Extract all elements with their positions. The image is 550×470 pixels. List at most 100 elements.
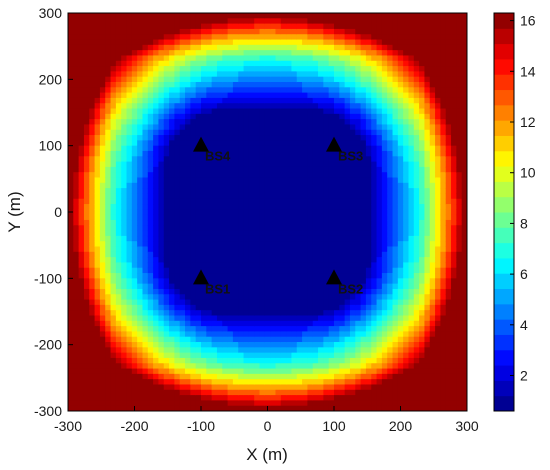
heatmap-cell	[83, 124, 90, 131]
heatmap-cell	[105, 225, 112, 232]
heatmap-cell	[397, 379, 404, 386]
heatmap-cell	[195, 113, 202, 120]
heatmap-cell	[115, 103, 122, 110]
heatmap-cell	[174, 246, 181, 253]
heatmap-cell	[179, 13, 186, 19]
heatmap-cell	[115, 294, 122, 301]
heatmap-cell	[73, 198, 80, 205]
heatmap-cell	[403, 373, 410, 380]
heatmap-cell	[190, 363, 197, 370]
heatmap-cell	[142, 400, 149, 407]
heatmap-cell	[296, 182, 303, 189]
heatmap-cell	[105, 267, 112, 274]
heatmap-cell	[334, 87, 340, 94]
heatmap-cell	[408, 304, 415, 311]
heatmap-cell	[381, 44, 388, 51]
heatmap-cell	[105, 320, 112, 327]
heatmap-cell	[254, 44, 261, 51]
heatmap-cell	[99, 150, 106, 157]
heatmap-cell	[195, 389, 202, 396]
heatmap-cell	[307, 331, 314, 338]
heatmap-cell	[78, 166, 85, 173]
heatmap-cell	[365, 209, 372, 216]
heatmap-cell	[302, 379, 308, 386]
heatmap-cell	[174, 310, 181, 317]
heatmap-cell	[190, 230, 197, 237]
heatmap-cell	[68, 373, 74, 380]
heatmap-cell	[147, 113, 154, 120]
heatmap-cell	[185, 230, 191, 237]
heatmap-cell	[334, 299, 340, 306]
heatmap-cell	[185, 235, 191, 242]
heatmap-cell	[174, 395, 181, 401]
heatmap-cell	[73, 235, 80, 242]
heatmap-cell	[286, 71, 293, 78]
heatmap-cell	[291, 320, 298, 327]
heatmap-cell	[419, 161, 426, 168]
heatmap-cell	[115, 81, 122, 88]
heatmap-cell	[185, 34, 191, 41]
heatmap-cell	[296, 288, 303, 295]
heatmap-cell	[371, 389, 378, 396]
heatmap-cell	[137, 97, 144, 104]
heatmap-cell	[296, 283, 303, 290]
heatmap-cell	[126, 326, 133, 332]
heatmap-cell	[232, 13, 239, 19]
heatmap-cell	[248, 241, 255, 248]
heatmap-cell	[211, 71, 218, 78]
heatmap-cell	[312, 193, 319, 200]
heatmap-cell	[264, 246, 271, 253]
heatmap-cell	[206, 177, 213, 184]
heatmap-cell	[259, 320, 266, 327]
heatmap-cell	[232, 145, 239, 152]
heatmap-cell	[408, 214, 415, 221]
heatmap-cell	[227, 198, 234, 205]
heatmap-cell	[158, 299, 165, 306]
heatmap-cell	[94, 150, 101, 157]
heatmap-cell	[328, 156, 335, 163]
heatmap-cell	[413, 119, 420, 126]
heatmap-cell	[291, 172, 298, 179]
heatmap-cell	[83, 166, 90, 173]
heatmap-cell	[254, 34, 261, 41]
heatmap-cell	[302, 257, 308, 264]
heatmap-cell	[121, 379, 128, 386]
heatmap-cell	[286, 331, 293, 338]
heatmap-cell	[126, 288, 133, 295]
heatmap-cell	[243, 39, 250, 46]
heatmap-cell	[126, 347, 133, 354]
heatmap-cell	[291, 384, 298, 391]
heatmap-cell	[99, 193, 106, 200]
heatmap-cell	[121, 288, 128, 295]
heatmap-cell	[131, 113, 138, 120]
heatmap-cell	[195, 320, 202, 327]
heatmap-cell	[201, 150, 207, 157]
heatmap-cell	[99, 251, 106, 258]
heatmap-cell	[147, 395, 154, 401]
heatmap-cell	[222, 267, 229, 274]
heatmap-cell	[169, 315, 175, 322]
heatmap-cell	[371, 336, 378, 343]
heatmap-cell	[334, 23, 340, 30]
heatmap-cell	[264, 13, 271, 19]
heatmap-cell	[339, 71, 346, 78]
heatmap-cell	[115, 267, 122, 274]
heatmap-cell	[339, 352, 346, 359]
heatmap-cell	[89, 92, 96, 99]
heatmap-cell	[259, 373, 266, 380]
heatmap-cell	[264, 60, 271, 67]
heatmap-cell	[195, 373, 202, 380]
heatmap-cell	[259, 135, 266, 141]
heatmap-cell	[201, 156, 207, 163]
heatmap-cell	[89, 395, 96, 401]
heatmap-cell	[73, 55, 80, 62]
heatmap-cell	[153, 28, 160, 35]
heatmap-cell	[147, 13, 154, 19]
heatmap-cell	[307, 39, 314, 46]
heatmap-cell	[201, 209, 207, 216]
heatmap-cell	[158, 251, 165, 258]
heatmap-cell	[185, 145, 191, 152]
heatmap-cell	[99, 156, 106, 163]
heatmap-cell	[248, 172, 255, 179]
heatmap-cell	[68, 113, 74, 120]
